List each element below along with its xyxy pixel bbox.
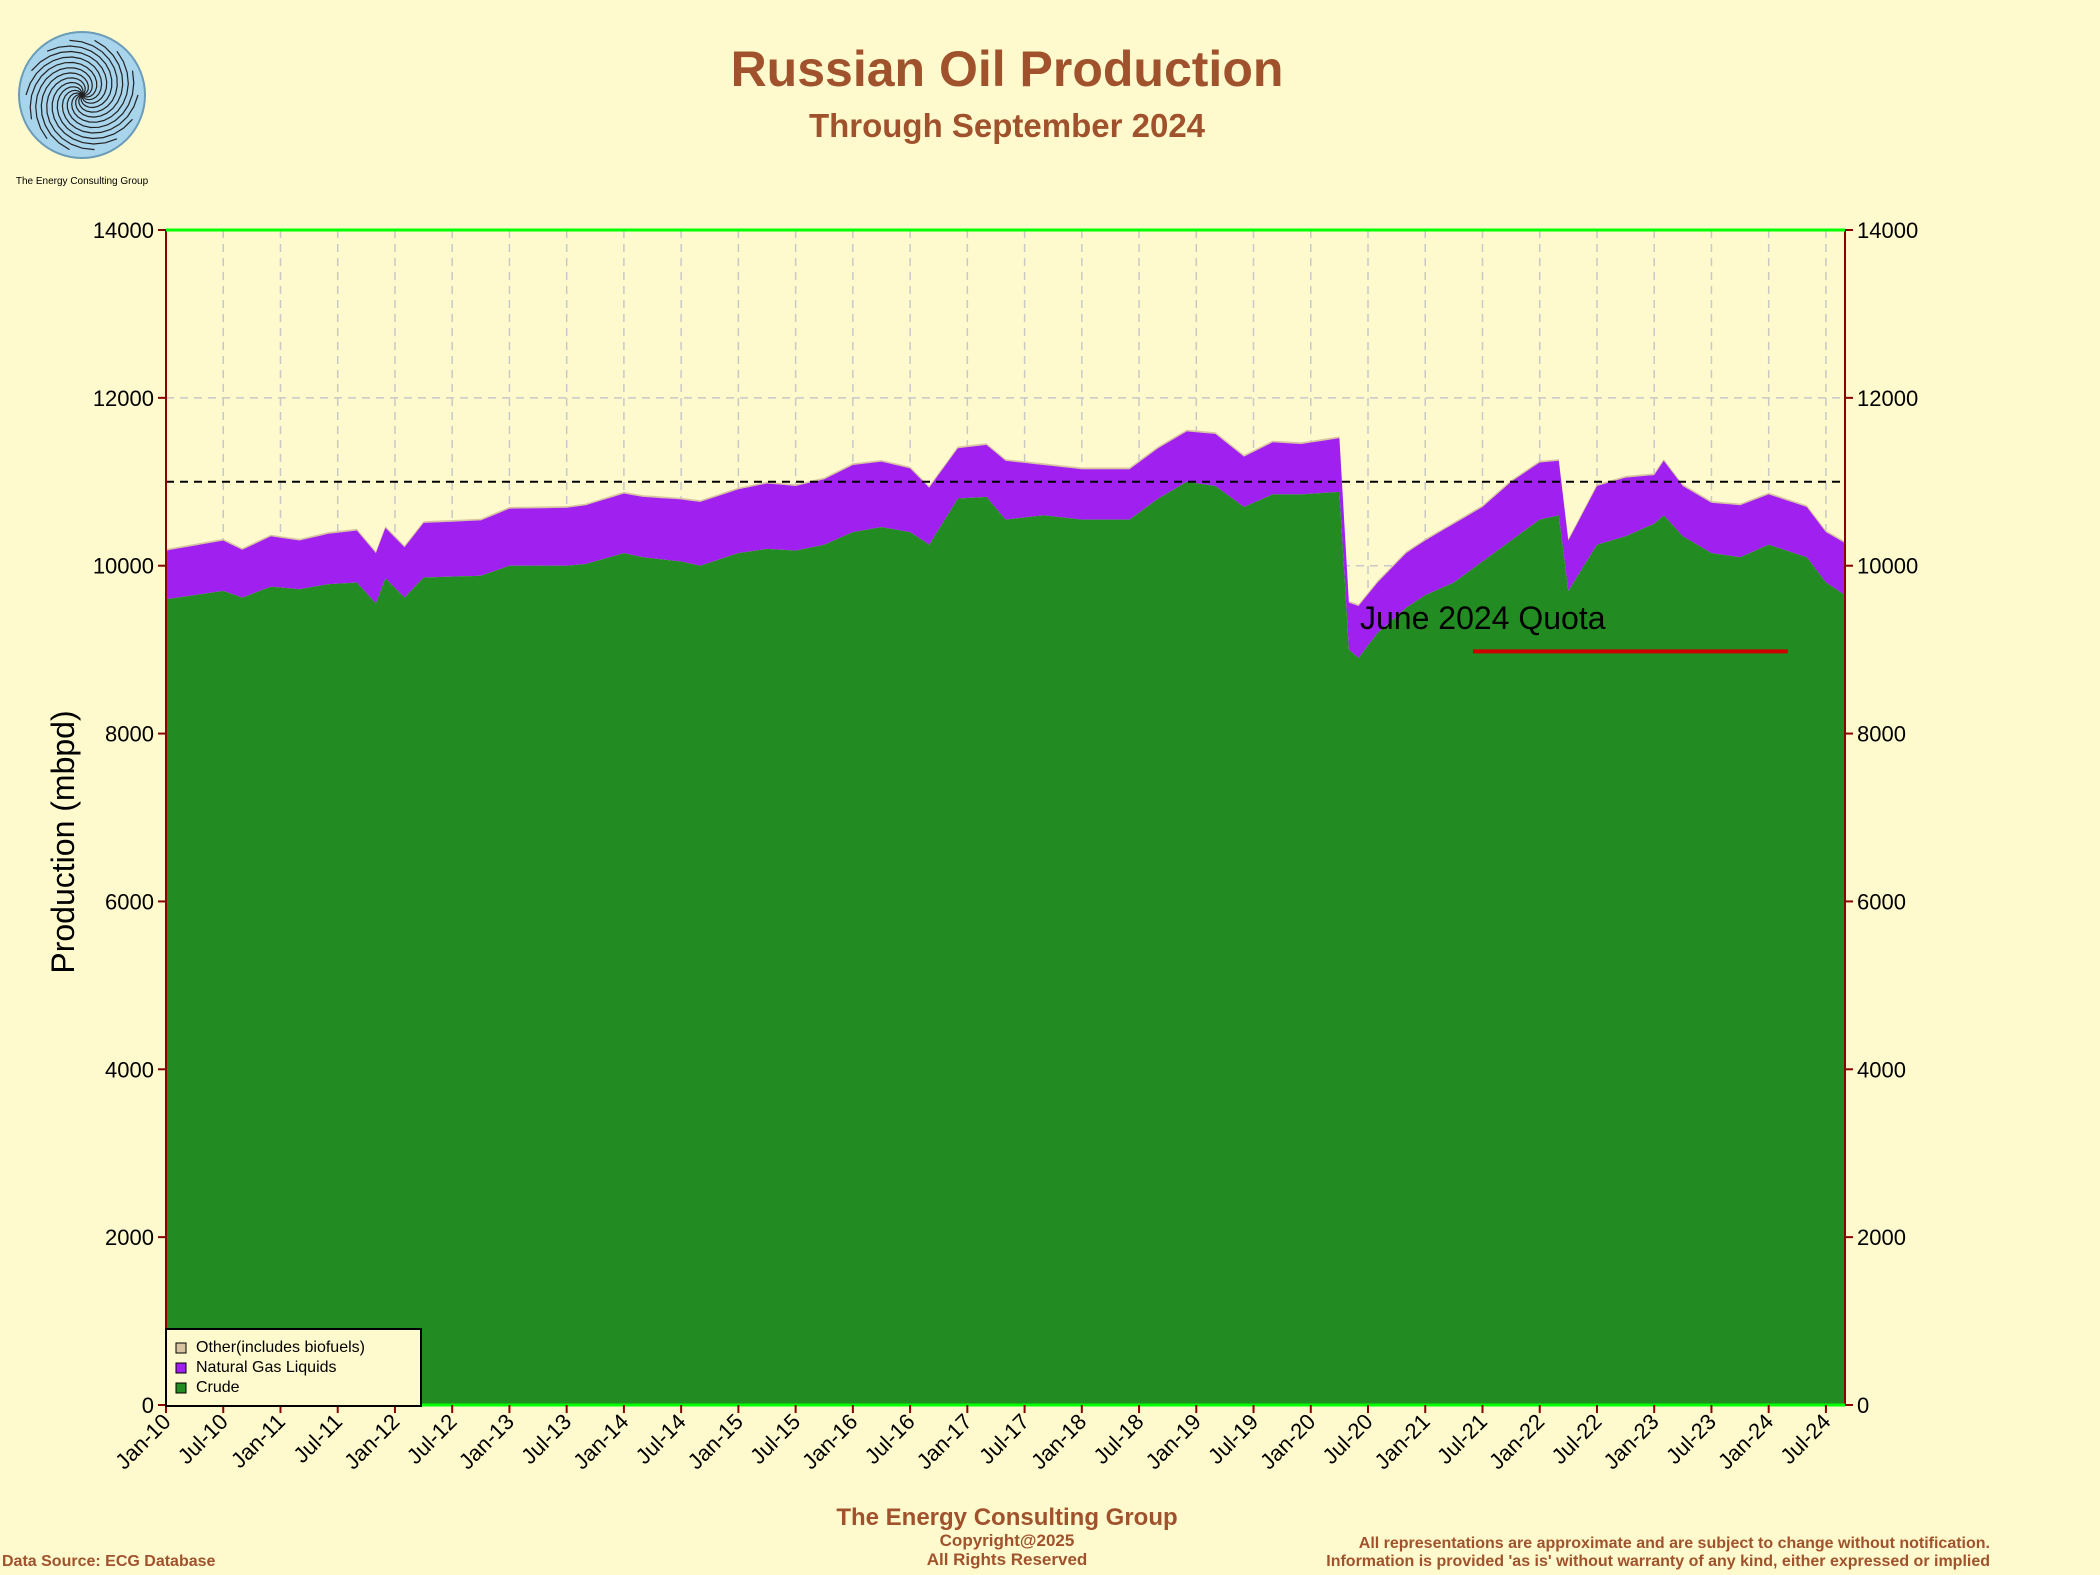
x-tick-label: Jul-19 <box>1203 1409 1263 1469</box>
logo-swirl-line <box>29 61 98 120</box>
x-tick-label: Jan-12 <box>339 1409 404 1474</box>
chart-subtitle: Through September 2024 <box>809 107 1206 144</box>
x-tick-label: Jan-15 <box>683 1409 748 1474</box>
footer-rights: All Rights Reserved <box>927 1550 1088 1569</box>
x-tick-label: Jan-16 <box>797 1409 862 1474</box>
x-tick-label: Jul-17 <box>974 1409 1034 1469</box>
chart-title: Russian Oil Production <box>731 41 1284 97</box>
y-tick-label-left: 2000 <box>105 1225 154 1250</box>
x-tick-label: Jul-13 <box>516 1409 576 1469</box>
footer-copyright: Copyright@2025 <box>940 1531 1075 1550</box>
logo-swirl-line <box>25 56 103 101</box>
x-tick-label: Jul-10 <box>173 1409 233 1469</box>
x-tick-label: Jul-24 <box>1775 1409 1835 1469</box>
footer-source: Data Source: ECG Database <box>2 1553 216 1570</box>
logo-swirl-line <box>75 39 124 118</box>
logo-swirl-line <box>61 89 139 134</box>
logo-swirl-line <box>46 77 95 151</box>
logo-swirl-line <box>56 86 133 140</box>
x-tick-label: Jul-23 <box>1661 1409 1721 1469</box>
y-tick-label-right: 6000 <box>1857 889 1906 914</box>
y-tick-label-right: 14000 <box>1857 218 1918 243</box>
quota-annotation: June 2024 Quota <box>1360 600 1606 636</box>
logo-swirl-line <box>46 45 113 109</box>
logo-swirl-line <box>51 81 118 145</box>
logo-caption: The Energy Consulting Group <box>16 176 149 187</box>
y-tick-label-left: 14000 <box>93 218 154 243</box>
area-crude <box>166 481 1845 1405</box>
y-tick-label-right: 10000 <box>1857 554 1918 579</box>
logo-swirl-line <box>31 50 108 104</box>
x-tick-label: Jan-10 <box>110 1409 175 1474</box>
logo: The Energy Consulting Group <box>16 31 149 187</box>
overlays <box>166 480 1845 654</box>
y-tick-label-left: 4000 <box>105 1057 154 1082</box>
y-tick-label-right: 4000 <box>1857 1057 1906 1082</box>
y-tick-label-right: 12000 <box>1857 386 1918 411</box>
x-tick-label: Jan-19 <box>1141 1409 1206 1474</box>
footer-org: The Energy Consulting Group <box>836 1504 1177 1531</box>
logo-swirl-line <box>35 67 93 140</box>
area-ngl <box>166 431 1845 658</box>
x-tick-label: Jul-15 <box>745 1409 805 1469</box>
legend-item-crude: Crude <box>175 1379 240 1396</box>
x-tick-label: Jan-23 <box>1598 1409 1663 1474</box>
y-tick-label-right: 0 <box>1857 1393 1869 1418</box>
x-tick-label: Jan-24 <box>1713 1409 1778 1474</box>
footer-disclaimer-1: All representations are approximate and … <box>1359 1535 1990 1552</box>
logo-swirl-line <box>71 50 129 123</box>
y-tick-label-left: 0 <box>142 1393 154 1418</box>
x-tick-label: Jul-12 <box>402 1409 462 1469</box>
logo-swirl-line <box>40 72 89 151</box>
legend-label-other: Other(includes biofuels) <box>196 1339 365 1356</box>
x-tick-label: Jan-20 <box>1255 1409 1320 1474</box>
x-tick-label: Jan-17 <box>912 1409 977 1474</box>
x-tick-label: Jan-22 <box>1484 1409 1549 1474</box>
x-tick-label: Jan-11 <box>226 1409 290 1473</box>
x-tick-label: Jul-11 <box>288 1409 347 1468</box>
logo-swirl-line <box>69 39 118 113</box>
x-tick-label: Jan-14 <box>568 1409 633 1474</box>
x-tick-label: Jul-20 <box>1317 1409 1377 1469</box>
y-tick-label-right: 2000 <box>1857 1225 1906 1250</box>
x-tick-label: Jul-14 <box>631 1409 691 1469</box>
footer-disclaimer-2: Information is provided 'as is' without … <box>1326 1553 1990 1570</box>
legend-label-crude: Crude <box>196 1379 240 1396</box>
stacked-areas <box>166 429 1845 1405</box>
y-tick-label-left: 10000 <box>93 554 154 579</box>
y-tick-label-left: 6000 <box>105 889 154 914</box>
x-tick-label: Jul-21 <box>1432 1409 1492 1469</box>
x-tick-label: Jul-22 <box>1546 1409 1606 1469</box>
x-tick-label: Jan-18 <box>1026 1409 1091 1474</box>
x-tick-label: Jan-21 <box>1370 1409 1435 1474</box>
y-tick-label-right: 8000 <box>1857 722 1906 747</box>
x-tick-label: Jul-16 <box>860 1409 920 1469</box>
logo-swirl-line <box>66 70 135 129</box>
y-axis-label: Production (mbpd) <box>45 710 81 973</box>
y-tick-label-left: 12000 <box>93 386 154 411</box>
legend-item-other: Other(includes biofuels) <box>175 1339 365 1356</box>
x-tick-label: Jan-13 <box>454 1409 519 1474</box>
y-tick-label-left: 8000 <box>105 722 154 747</box>
legend: Other(includes biofuels) Natural Gas Liq… <box>165 1328 422 1407</box>
legend-label-ngl: Natural Gas Liquids <box>196 1359 337 1376</box>
legend-item-ngl: Natural Gas Liquids <box>175 1359 337 1376</box>
x-tick-label: Jul-18 <box>1089 1409 1149 1469</box>
